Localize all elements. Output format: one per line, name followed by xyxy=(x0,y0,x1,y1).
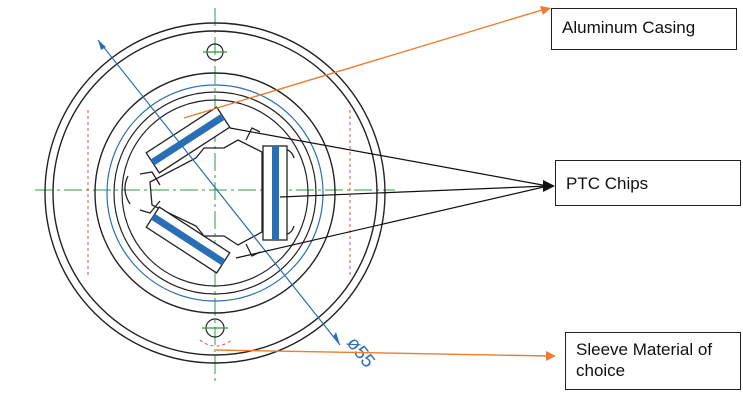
ptc-chips-text: PTC Chips xyxy=(566,174,649,193)
orange-arrowhead-sleeve xyxy=(546,351,556,361)
sleeve-material-label: Sleeve Material of choice xyxy=(565,332,741,390)
black-leaders xyxy=(229,127,549,259)
ptc-chip-bottom-left xyxy=(145,206,231,274)
sleeve-material-text: Sleeve Material of choice xyxy=(576,340,713,380)
ptc-chip-top-left xyxy=(145,106,231,174)
orange-arrowhead-casing xyxy=(540,6,551,15)
hidden-lines xyxy=(87,110,351,347)
ptc-chip-right xyxy=(262,145,288,241)
orange-leaders xyxy=(183,9,551,357)
aluminum-casing-text: Aluminum Casing xyxy=(562,18,696,37)
bolt-holes xyxy=(202,43,228,338)
diameter-dimension: ø55 xyxy=(97,39,379,372)
ptc-chips-label: PTC Chips xyxy=(555,160,741,206)
aluminum-casing-label: Aluminum Casing xyxy=(551,8,737,50)
sleeve xyxy=(106,84,324,302)
black-arrowhead xyxy=(543,180,555,192)
